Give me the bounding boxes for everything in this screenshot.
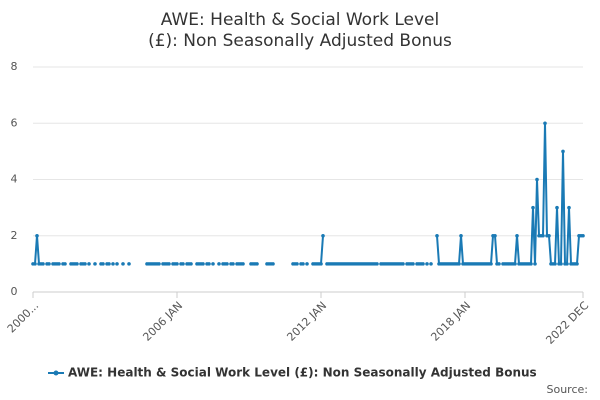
data-point: [63, 262, 67, 266]
data-point: [231, 262, 235, 266]
data-point: [33, 262, 37, 266]
data-point: [217, 262, 221, 266]
data-point: [211, 262, 215, 266]
data-point: [201, 262, 205, 266]
data-point: [225, 262, 229, 266]
y-tick-label: 0: [11, 285, 18, 298]
data-point: [321, 233, 325, 238]
data-point: [255, 262, 259, 266]
x-tick-label: 2000...: [5, 299, 41, 335]
data-point: [581, 233, 585, 238]
data-point: [87, 262, 91, 266]
data-point: [83, 262, 87, 266]
data-point: [459, 233, 463, 238]
data-point: [207, 262, 211, 266]
data-point: [425, 262, 429, 266]
data-point: [167, 262, 171, 266]
x-tick-label: 2006 JAN: [140, 299, 185, 344]
series-line: [33, 123, 583, 265]
y-tick-label: 2: [11, 229, 18, 242]
data-point: [101, 262, 105, 266]
data-point: [555, 205, 559, 210]
data-point: [535, 177, 539, 182]
data-point: [111, 262, 115, 266]
data-point: [93, 262, 97, 266]
data-point: [157, 262, 161, 266]
data-point: [493, 233, 497, 238]
data-point: [35, 233, 39, 238]
data-point: [375, 262, 379, 266]
data-point: [75, 262, 79, 266]
source: Source:: [547, 383, 589, 396]
data-point: [319, 262, 323, 266]
data-point: [241, 262, 245, 266]
data-point: [543, 121, 547, 126]
data-point: [575, 262, 579, 266]
data-point: [121, 262, 125, 266]
data-point: [513, 262, 517, 266]
data-point: [57, 262, 61, 266]
data-point: [531, 205, 535, 210]
data-point: [457, 262, 461, 266]
legend-label: AWE: Health & Social Work Level (£): Non…: [68, 366, 537, 380]
data-point: [497, 262, 501, 266]
chart-title: AWE: Health & Social Work Level (£): Non …: [148, 10, 452, 51]
data-point: [489, 262, 493, 266]
data-point: [271, 262, 275, 266]
legend-marker: [53, 370, 59, 376]
data-point: [515, 233, 519, 238]
y-tick-label: 4: [11, 173, 18, 186]
data-point: [189, 262, 193, 266]
data-point: [401, 262, 405, 266]
data-point: [411, 262, 415, 266]
data-point: [529, 262, 533, 266]
x-tick-label: 2018 JAN: [428, 299, 473, 344]
data-point: [565, 262, 569, 266]
data-point: [567, 205, 571, 210]
x-tick-label: 2012 JAN: [284, 299, 329, 344]
data-point: [127, 262, 131, 266]
data-point: [47, 262, 51, 266]
data-point: [181, 262, 185, 266]
data-point: [429, 262, 433, 266]
x-tick-label: 2022 DEC: [543, 299, 591, 347]
data-point: [301, 262, 305, 266]
data-point: [421, 262, 425, 266]
data-point: [559, 262, 563, 266]
data-point: [541, 233, 545, 238]
y-tick-label: 8: [11, 60, 18, 73]
y-tick-label: 6: [11, 116, 18, 129]
data-point: [115, 262, 119, 266]
data-point: [41, 262, 45, 266]
data-point: [561, 149, 565, 154]
data-point: [305, 262, 309, 266]
data-point: [107, 262, 111, 266]
data-point: [547, 233, 551, 238]
data-point: [435, 233, 439, 238]
data-point: [175, 262, 179, 266]
data-point: [295, 262, 299, 266]
data-point: [533, 262, 537, 266]
data-point: [553, 262, 557, 266]
